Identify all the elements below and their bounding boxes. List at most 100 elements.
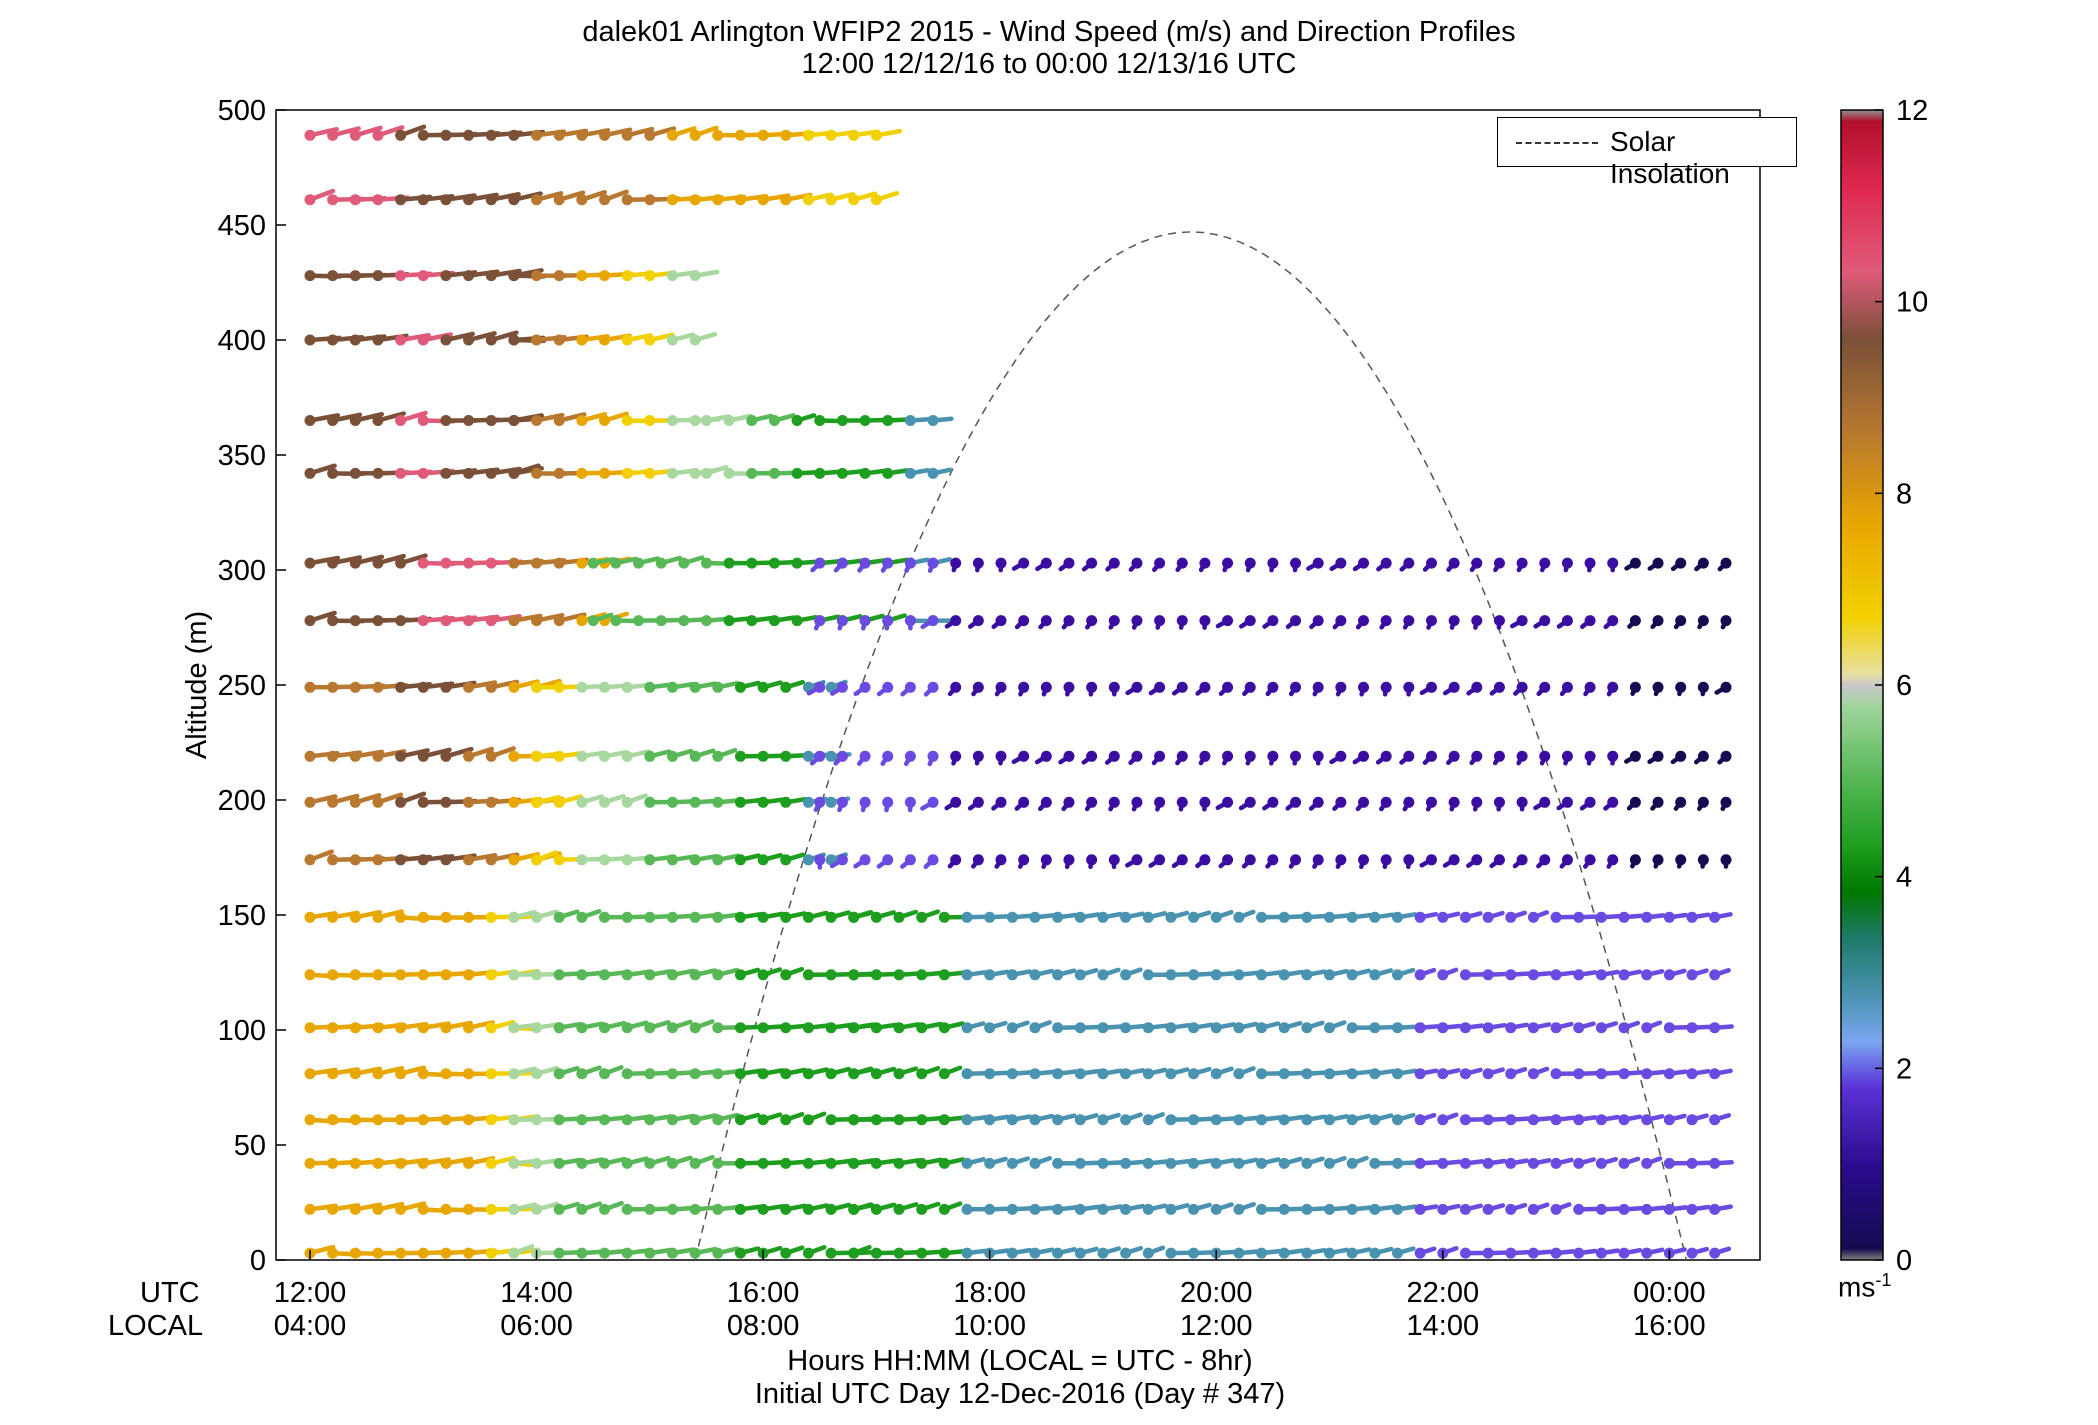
- wind-barb-point: [1448, 796, 1460, 808]
- wind-barb-point: [1120, 1068, 1132, 1080]
- wind-barb-point: [1188, 1114, 1200, 1126]
- wind-barb-point: [644, 270, 656, 282]
- wind-barb-point: [553, 467, 565, 479]
- wind-barb-point: [644, 1203, 656, 1215]
- wind-barb-point: [1256, 1157, 1268, 1169]
- wind-barb-point: [757, 750, 769, 762]
- wind-barb-point: [1369, 1157, 1381, 1169]
- wind-barb-point: [780, 1068, 792, 1080]
- wind-barb-point: [463, 615, 475, 627]
- wind-barb-point: [1142, 1203, 1154, 1215]
- wind-barb-point: [508, 854, 520, 866]
- wind-barb-point: [463, 270, 475, 282]
- wind-barb-point: [621, 1114, 633, 1126]
- wind-barb-point: [655, 557, 667, 569]
- wind-barb-point: [1629, 796, 1641, 808]
- wind-barb-point: [666, 969, 678, 981]
- wind-barb-point: [734, 129, 746, 141]
- wind-barb-point: [1459, 1203, 1471, 1215]
- wind-barb-point: [576, 796, 588, 808]
- wind-barb-point: [780, 911, 792, 923]
- wind-barb-point: [440, 681, 452, 693]
- wind-barb-point: [870, 129, 882, 141]
- wind-barb-point: [1131, 681, 1143, 693]
- wind-barb-point: [1086, 557, 1098, 569]
- wind-barb-point: [1188, 911, 1200, 923]
- wind-barb-point: [1324, 1068, 1336, 1080]
- wind-barb-point: [1267, 750, 1279, 762]
- wind-barb-point: [1709, 1022, 1721, 1034]
- wind-barb-point: [349, 1068, 361, 1080]
- wind-barb-point: [531, 270, 543, 282]
- wind-barb-point: [1040, 615, 1052, 627]
- wind-barb-point: [508, 1114, 520, 1126]
- wind-barb-point: [1675, 557, 1687, 569]
- wind-barb-point: [938, 911, 950, 923]
- wind-barb-point: [1188, 969, 1200, 981]
- wind-barb-point: [463, 854, 475, 866]
- wind-barb-point: [1131, 796, 1143, 808]
- wind-barb-point: [961, 1114, 973, 1126]
- wind-barb-point: [372, 129, 384, 141]
- wind-barb-point: [1403, 854, 1415, 866]
- wind-barb-point: [440, 1114, 452, 1126]
- wind-barb-point: [689, 334, 701, 346]
- wind-barb-point: [734, 1114, 746, 1126]
- wind-barb-point: [1052, 1157, 1064, 1169]
- wind-barb-point: [1493, 681, 1505, 693]
- wind-barb-point: [1448, 615, 1460, 627]
- wind-barb-point: [417, 854, 429, 866]
- wind-barb-point: [327, 467, 339, 479]
- wind-barb-point: [1391, 1068, 1403, 1080]
- wind-barb-point: [440, 750, 452, 762]
- wind-barb-point: [349, 129, 361, 141]
- wind-barb-point: [916, 969, 928, 981]
- x-tick-label-utc: 18:00: [953, 1277, 1026, 1309]
- wind-barb-point: [1346, 1068, 1358, 1080]
- wind-barb-point: [304, 557, 316, 569]
- wind-barb-point: [1312, 615, 1324, 627]
- wind-barb-point: [1324, 969, 1336, 981]
- wind-barb-point: [689, 1114, 701, 1126]
- wind-barb-point: [825, 1068, 837, 1080]
- wind-barb-point: [1018, 615, 1030, 627]
- wind-barb-point: [904, 415, 916, 426]
- wind-barb-point: [1607, 681, 1619, 693]
- wind-barb-point: [1233, 911, 1245, 923]
- wind-barb-point: [576, 194, 588, 206]
- wind-barb-point: [304, 750, 316, 762]
- wind-barb-point: [1029, 1022, 1041, 1034]
- wind-barb-point: [666, 911, 678, 923]
- wind-barb-point: [644, 1068, 656, 1080]
- wind-barb-point: [1391, 1022, 1403, 1034]
- wind-barb-point: [1595, 1157, 1607, 1169]
- wind-barb-point: [950, 750, 962, 762]
- wind-barb-point: [927, 557, 939, 569]
- wind-barb-point: [576, 1247, 588, 1259]
- wind-barb-point: [1176, 681, 1188, 693]
- wind-barb-point: [327, 1068, 339, 1080]
- wind-barb-point: [372, 615, 384, 627]
- wind-barb-point: [1607, 750, 1619, 762]
- chart-subtitle: 12:00 12/12/16 to 00:00 12/13/16 UTC: [801, 48, 1297, 80]
- wind-barb-point: [1709, 1203, 1721, 1215]
- wind-barb-point: [1165, 1157, 1177, 1169]
- wind-barb-point: [757, 969, 769, 981]
- wind-barb-point: [304, 1114, 316, 1126]
- wind-barb-point: [1018, 750, 1030, 762]
- wind-barb-point: [1697, 796, 1709, 808]
- wind-barb-point: [327, 750, 339, 762]
- wind-barb-point: [882, 854, 894, 866]
- wind-barb-point: [599, 1157, 611, 1169]
- wind-barb-point: [1527, 911, 1539, 923]
- wind-barb-point: [734, 681, 746, 693]
- wind-barb-point: [1414, 1157, 1426, 1169]
- wind-barb-point: [1686, 1247, 1698, 1259]
- wind-barb-point: [1290, 681, 1302, 693]
- wind-barb-point: [485, 615, 497, 627]
- wind-barb-point: [372, 854, 384, 866]
- wind-barb-point: [927, 615, 939, 627]
- wind-barb-point: [746, 615, 758, 627]
- wind-barb-point: [780, 1022, 792, 1034]
- wind-barb-point: [1437, 1157, 1449, 1169]
